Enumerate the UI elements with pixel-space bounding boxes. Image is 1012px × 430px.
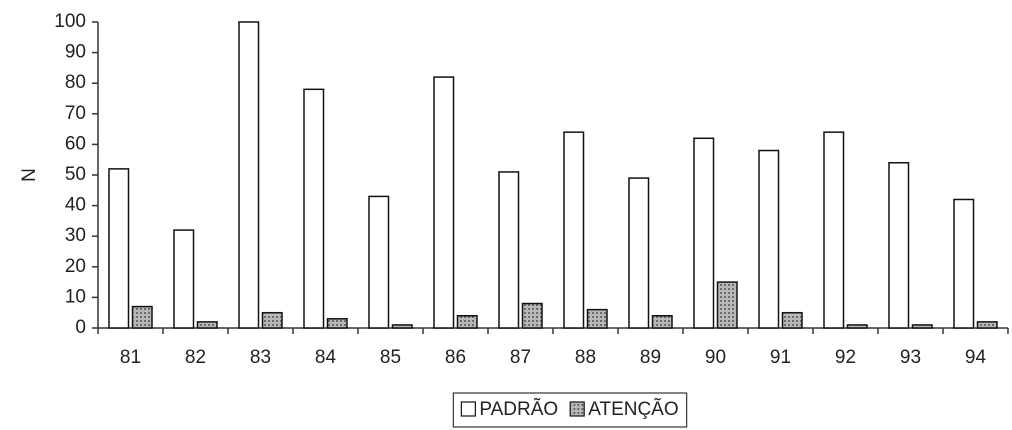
bar	[108, 168, 130, 329]
bar	[758, 149, 780, 329]
bar-texture	[327, 318, 347, 328]
x-tick-label: 81	[120, 347, 141, 368]
y-tick-label: 70	[65, 103, 86, 124]
bar	[498, 171, 520, 329]
bar	[953, 198, 975, 329]
x-tick-label: 87	[510, 347, 531, 368]
bar	[693, 137, 715, 329]
y-tick-label: 0	[75, 317, 86, 338]
bar	[368, 195, 390, 329]
bar-texture	[847, 324, 867, 328]
y-tick-label: 90	[65, 42, 86, 63]
y-tick-label: 20	[65, 256, 86, 277]
y-tick-label: 10	[65, 286, 86, 307]
bar	[173, 229, 195, 329]
y-axis-label: N	[19, 168, 40, 182]
x-tick-label: 88	[575, 347, 596, 368]
bar	[563, 131, 585, 329]
bar-texture	[977, 321, 997, 328]
legend-texture	[570, 402, 585, 416]
x-tick-label: 92	[835, 347, 856, 368]
bar	[303, 88, 325, 329]
bar	[238, 21, 260, 329]
bar-texture	[262, 312, 282, 328]
y-tick-label: 60	[65, 133, 86, 154]
x-tick-label: 89	[640, 347, 661, 368]
bar-texture	[197, 321, 217, 328]
bar-texture	[782, 312, 802, 328]
bar	[888, 162, 910, 329]
bar-texture	[912, 324, 932, 328]
legend-swatch	[460, 401, 476, 417]
bar-texture	[132, 306, 152, 328]
bar-texture	[392, 324, 412, 328]
bar-texture	[717, 282, 737, 328]
bar-texture	[457, 315, 477, 328]
y-tick-label: 40	[65, 195, 86, 216]
legend: PADRÃO ATENÇÃO	[452, 392, 688, 428]
bar	[628, 177, 650, 329]
bar-texture	[587, 309, 607, 328]
x-tick-label: 91	[770, 347, 791, 368]
x-tick-label: 86	[445, 347, 466, 368]
y-tick-label: 30	[65, 225, 86, 246]
bar-texture	[652, 315, 672, 328]
bar	[433, 76, 455, 329]
y-tick-label: 100	[54, 11, 86, 32]
legend-label: PADRÃO	[479, 398, 558, 420]
x-tick-label: 84	[315, 347, 337, 368]
x-tick-label: 83	[250, 347, 271, 368]
bar	[823, 131, 845, 329]
x-tick-label: 85	[380, 347, 401, 368]
x-tick-label: 93	[900, 347, 921, 368]
x-tick-label: 90	[705, 347, 726, 368]
y-tick-label: 50	[65, 164, 86, 185]
y-tick-label: 80	[65, 72, 86, 93]
x-tick-label: 94	[965, 347, 987, 368]
legend-label: ATENÇÃO	[588, 398, 678, 420]
bar-texture	[522, 303, 542, 328]
x-tick-label: 82	[185, 347, 206, 368]
